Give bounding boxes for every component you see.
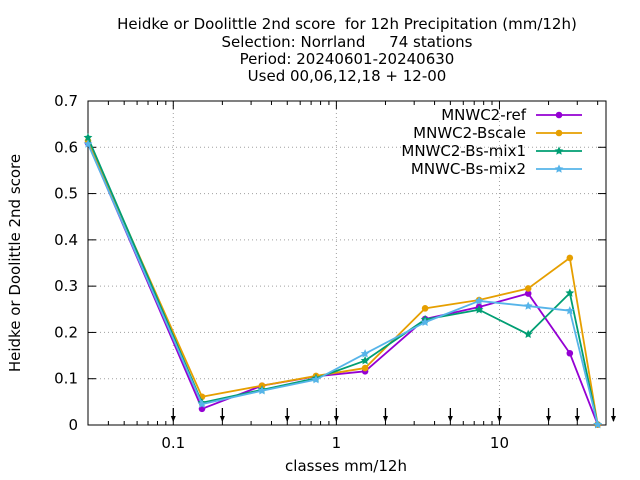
legend-label: MNWC-Bs-mix2: [411, 160, 526, 178]
y-tick-label: 0.6: [54, 138, 78, 156]
series-2: [84, 137, 601, 428]
data-point: [523, 329, 533, 338]
data-point: [566, 349, 574, 357]
axis-ticks: 0 0.1 0.2 0.3 0.4 0.5 0.6 0.7 0.1 1 10: [54, 92, 606, 452]
series-4: [83, 139, 603, 429]
threshold-arrow-head: [610, 416, 616, 422]
threshold-arrow: [447, 408, 453, 422]
y-tick-label: 0.4: [54, 231, 78, 249]
legend: MNWC2-refMNWC2-BscaleMNWC2-Bs-mix1MNWC-B…: [401, 106, 582, 178]
legend-marker: [555, 129, 563, 137]
threshold-arrows: [170, 408, 616, 422]
series-line: [87, 140, 599, 425]
data-point: [524, 290, 532, 297]
y-tick-label: 0.1: [54, 370, 78, 388]
legend-marker: [554, 164, 564, 173]
chart-title-line-1: Heidke or Doolittle 2nd score for 12h Pr…: [117, 15, 577, 33]
legend-entry-3: MNWC2-Bs-mix1: [401, 142, 582, 160]
threshold-arrow-head: [219, 416, 225, 422]
threshold-arrow: [219, 408, 225, 422]
threshold-arrow-head: [284, 416, 290, 422]
series-line: [87, 143, 599, 425]
plot-frame: [87, 100, 607, 426]
threshold-arrow-head: [382, 416, 388, 422]
legend-label: MNWC2-Bscale: [413, 124, 526, 142]
threshold-arrow: [574, 408, 580, 422]
data-point: [361, 364, 369, 372]
y-tick-label: 0.3: [54, 277, 78, 295]
legend-entry-4: MNWC-Bs-mix2: [411, 160, 582, 178]
data-point: [474, 305, 484, 314]
y-tick-label: 0.5: [54, 185, 78, 203]
data-point: [257, 386, 267, 395]
data-point: [360, 356, 370, 365]
data-point: [311, 375, 321, 384]
chart-title-line-3: Period: 20240601-20240630: [239, 50, 455, 68]
y-tick-label: 0.7: [54, 92, 78, 110]
x-tick-label: 0.1: [161, 434, 185, 452]
threshold-arrow: [284, 408, 290, 422]
data-point: [197, 399, 207, 408]
legend-marker: [555, 111, 563, 119]
grid-lines: [88, 101, 606, 425]
threshold-arrow-head: [447, 416, 453, 422]
legend-entry-2: MNWC2-Bscale: [413, 124, 582, 142]
legend-label: MNWC2-Bs-mix1: [401, 142, 526, 160]
data-point: [83, 132, 93, 142]
data-point: [421, 305, 429, 312]
x-tick-label: 10: [490, 434, 509, 452]
series-line: [87, 137, 599, 425]
data-point: [524, 285, 532, 292]
data-point: [360, 349, 370, 358]
threshold-arrow-head: [546, 416, 552, 422]
y-axis-label: Heidke or Doolittle 2nd score: [6, 154, 24, 372]
chart-title-line-2: Selection: Norrland 74 stations: [221, 33, 473, 51]
threshold-arrow: [382, 408, 388, 422]
legend-entry-1: MNWC2-ref: [441, 106, 582, 124]
data-point: [565, 306, 575, 315]
x-axis-label: classes mm/12h: [285, 457, 407, 475]
y-tick-label: 0: [68, 416, 78, 434]
legend-marker: [554, 146, 564, 155]
data-point: [593, 419, 603, 429]
series-line: [87, 142, 599, 425]
x-tick-label: 1: [332, 434, 342, 452]
data-point: [83, 139, 93, 148]
data-point: [420, 317, 430, 326]
data-point: [523, 301, 533, 310]
chart-title-line-4: Used 00,06,12,18 + 12-00: [247, 67, 447, 85]
legend-label: MNWC2-ref: [441, 106, 526, 124]
series-1: [84, 139, 601, 428]
y-tick-label: 0.2: [54, 323, 78, 341]
threshold-arrow: [546, 408, 552, 422]
series-lines: [83, 132, 603, 429]
threshold-arrow: [610, 408, 616, 422]
data-point: [566, 254, 574, 262]
threshold-arrow-head: [574, 416, 580, 422]
data-point: [474, 296, 484, 305]
data-point: [565, 288, 575, 297]
